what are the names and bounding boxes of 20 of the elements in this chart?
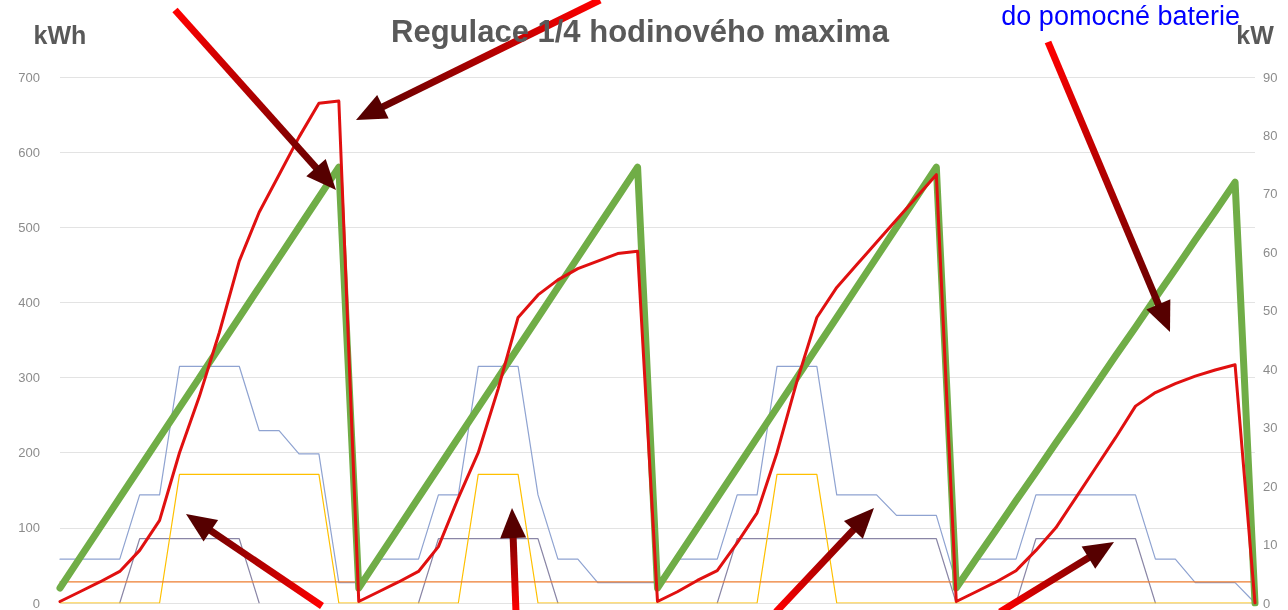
y-tick-label: 300 — [18, 370, 40, 386]
y-tick-label: 400 — [18, 294, 40, 310]
y-tick-label: 700 — [18, 69, 40, 85]
y2-tick-label: 60 — [1263, 244, 1278, 260]
y-axis-title: kWh — [33, 20, 87, 49]
y2-tick-label: 20 — [1263, 478, 1278, 494]
y2-tick-label: 30 — [1263, 420, 1278, 436]
y2-tick-label: 10 — [1263, 537, 1278, 553]
chart-title: Regulace 1/4 hodinového maxima — [391, 14, 890, 49]
y-tick-label: 100 — [18, 520, 40, 536]
y-tick-label: 0 — [32, 595, 40, 610]
y-tick-label: 600 — [18, 144, 40, 160]
y2-tick-label: 40 — [1263, 361, 1278, 377]
y-tick-label: 500 — [18, 219, 40, 235]
y2-tick-label: 0 — [1263, 595, 1271, 610]
y2-tick-label: 70 — [1263, 186, 1278, 202]
y2-tick-label: 80 — [1263, 127, 1278, 143]
y-tick-label: 200 — [18, 445, 40, 461]
y2-tick-label: 50 — [1263, 303, 1278, 319]
y2-tick-label: 90 — [1263, 69, 1278, 85]
